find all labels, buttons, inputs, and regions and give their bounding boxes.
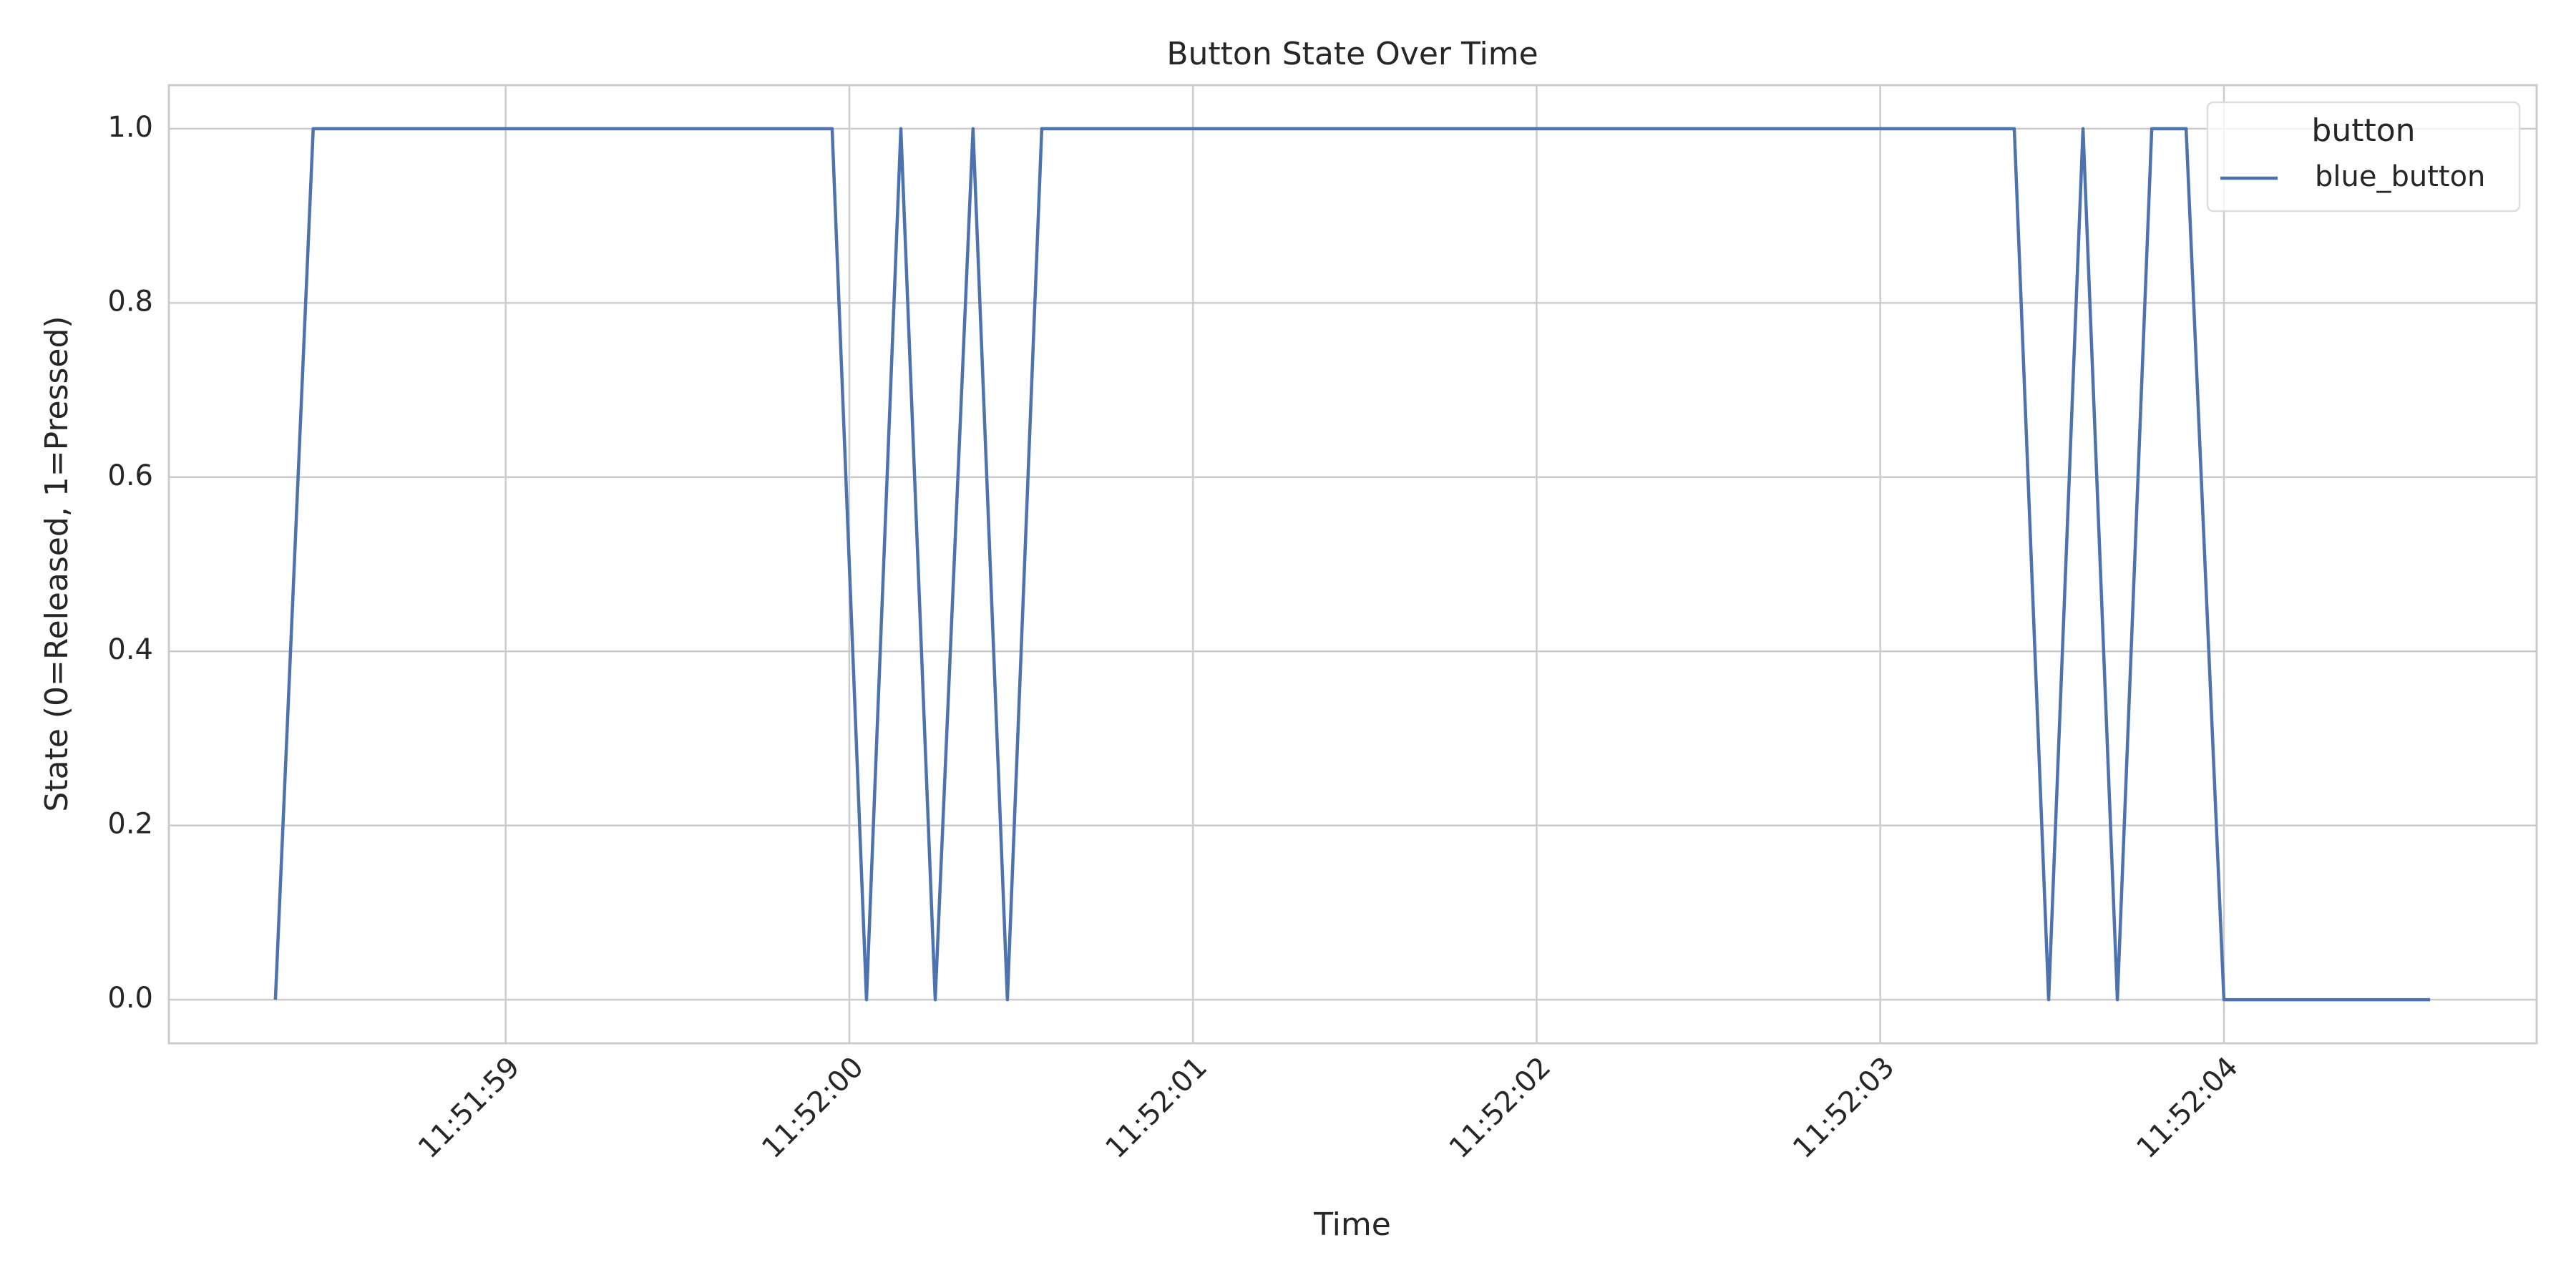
y-axis-label: State (0=Released, 1=Pressed)	[39, 316, 75, 811]
legend-box	[2206, 101, 2521, 213]
x-axis-label: Time	[1313, 1206, 1391, 1243]
y-tick-label: 0.2	[107, 808, 153, 841]
legend-title: button	[2311, 112, 2415, 149]
legend-label: blue_button	[2315, 160, 2485, 193]
y-tick-label: 0.8	[107, 285, 153, 318]
chart-title: Button State Over Time	[1166, 36, 1538, 72]
y-tick-label: 0.6	[107, 459, 153, 492]
y-tick-label: 0.4	[107, 633, 153, 666]
data-line	[273, 127, 2431, 1002]
y-tick-label: 0.0	[107, 982, 153, 1015]
y-tick-label: 1.0	[107, 111, 153, 144]
plot-frame	[167, 84, 2538, 1045]
